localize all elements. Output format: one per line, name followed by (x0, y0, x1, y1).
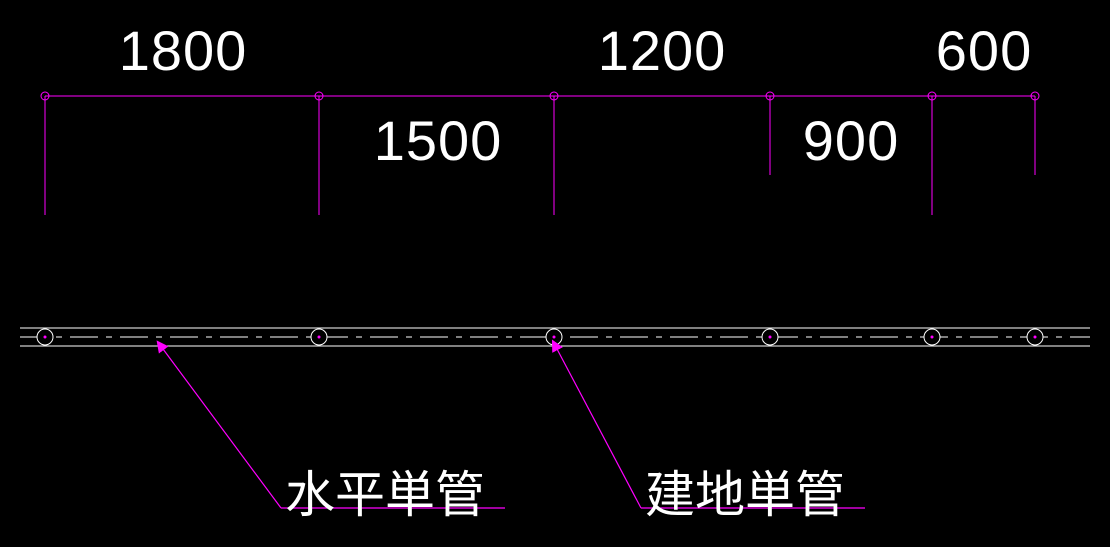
pipe-node-dot (1034, 336, 1037, 339)
dimension-value: 900 (803, 108, 899, 173)
pipe-node-dot (769, 336, 772, 339)
leader-line (163, 349, 281, 508)
pipe-node-dot (44, 336, 47, 339)
dimension-value: 600 (936, 18, 1032, 83)
leader-line (557, 349, 641, 508)
dimension-value: 1500 (374, 108, 503, 173)
pipe-node-dot (553, 336, 556, 339)
dimension-value: 1800 (119, 18, 248, 83)
leader-label: 建地単管 (645, 455, 845, 527)
pipe-node-dot (931, 336, 934, 339)
dimension-value: 1200 (598, 18, 727, 83)
pipe-node-dot (318, 336, 321, 339)
leader-label: 水平単管 (285, 455, 485, 527)
